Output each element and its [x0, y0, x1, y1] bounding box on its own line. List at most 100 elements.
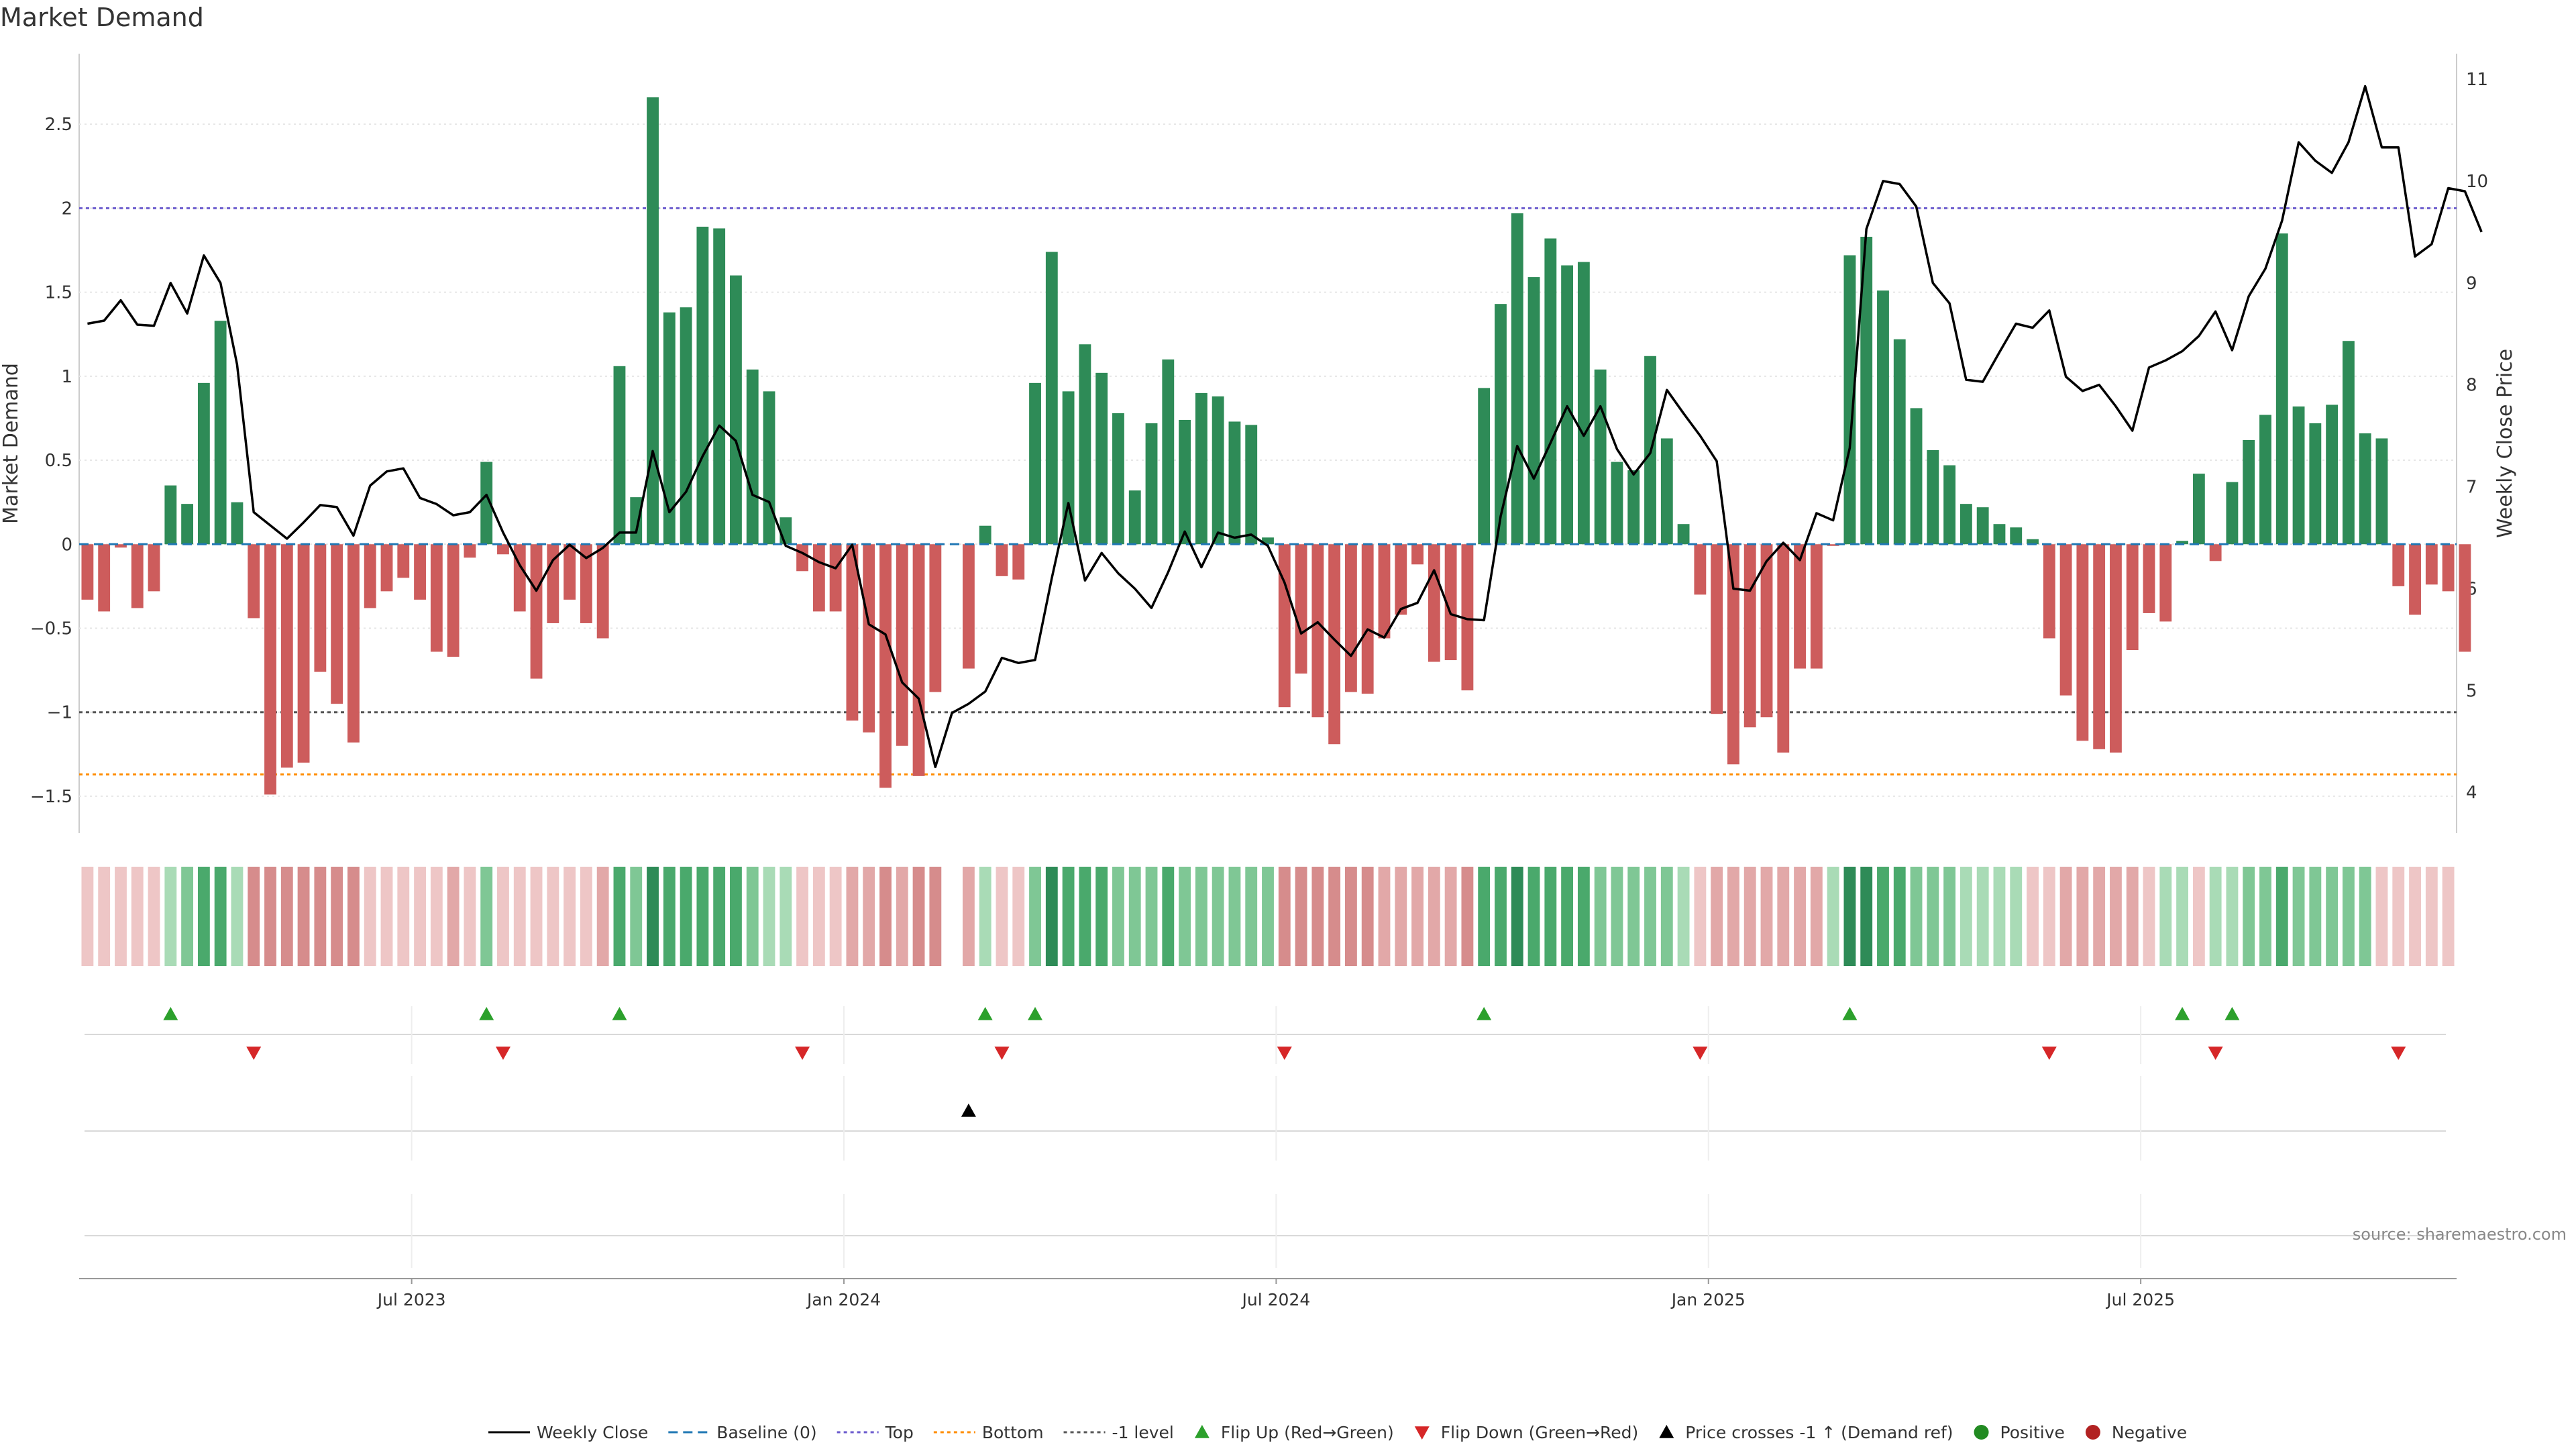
demand-bar-negative [1361, 544, 1374, 694]
demand-strip-cell [1045, 867, 1058, 966]
demand-strip-cell [2342, 867, 2355, 966]
demand-bar-positive [1927, 450, 1939, 545]
demand-strip-cell [214, 867, 227, 966]
demand-bar-positive [1195, 392, 1208, 545]
demand-strip-cell [730, 867, 742, 966]
demand-bar-positive [2275, 233, 2288, 545]
y2-tick-label: 7 [2466, 478, 2477, 498]
demand-strip-cell [1062, 867, 1075, 966]
demand-strip-cell [2159, 867, 2172, 966]
demand-bar-negative [2093, 544, 2106, 749]
legend-swatch [1974, 1425, 1989, 1440]
demand-strip-cell [929, 867, 942, 966]
y2-axis-label: Weekly Close Price [2493, 349, 2517, 538]
demand-bar-negative [929, 544, 942, 692]
demand-bar-positive [2359, 433, 2371, 545]
demand-strip-cell [2243, 867, 2255, 966]
demand-strip-cell [1511, 867, 1523, 966]
flip-down-marker [2208, 1046, 2223, 1060]
flip-up-marker [977, 1007, 993, 1020]
demand-bar-positive [1594, 369, 1607, 545]
demand-bar-negative [1428, 544, 1440, 662]
demand-strip-cell [696, 867, 709, 966]
demand-bar-positive [2309, 423, 2322, 545]
flip-down-marker [994, 1046, 1010, 1060]
demand-bar-positive [1910, 408, 1923, 545]
source-credit: source: sharemaestro.com [2352, 1225, 2567, 1244]
demand-strip-cell [1727, 867, 1739, 966]
demand-bar-positive [2192, 474, 2205, 545]
demand-strip-cell [248, 867, 260, 966]
demand-strip-cell [1660, 867, 1673, 966]
demand-strip-cell [2375, 867, 2388, 966]
flip-down-marker [1693, 1046, 1708, 1060]
demand-bar-positive [1577, 262, 1590, 545]
demand-strip-cell [829, 867, 842, 966]
y-tick-label: −1 [47, 703, 72, 723]
demand-bar-positive [214, 321, 227, 545]
demand-bar-positive [2243, 439, 2255, 545]
demand-strip-cell [1344, 867, 1357, 966]
legend-label: -1 level [1112, 1423, 1174, 1442]
demand-bar-negative [2409, 544, 2421, 615]
demand-strip-cell [347, 867, 360, 966]
demand-strip-cell [231, 867, 244, 966]
demand-strip-cell [1943, 867, 1956, 966]
flip-down-marker [2391, 1046, 2406, 1060]
demand-strip-cell [962, 867, 975, 966]
demand-bar-negative [1760, 544, 1773, 718]
demand-strip-cell [1711, 867, 1723, 966]
demand-strip-cell [1478, 867, 1491, 966]
demand-strip-cell [331, 867, 343, 966]
demand-bar-negative [414, 544, 426, 600]
demand-strip-cell [1577, 867, 1590, 966]
flip-up-marker [2175, 1007, 2190, 1020]
demand-strip-cell [1029, 867, 1041, 966]
demand-strip-cell [1395, 867, 1407, 966]
demand-bar-negative [1810, 544, 1823, 669]
demand-strip-cell [2093, 867, 2106, 966]
demand-bar-positive [1677, 524, 1690, 545]
demand-strip-cell [364, 867, 376, 966]
demand-strip-cell [1810, 867, 1823, 966]
demand-strip-cell [1860, 867, 1873, 966]
demand-bar-negative [1711, 544, 1723, 714]
legend-label: Baseline (0) [716, 1423, 816, 1442]
demand-strip-cell [1278, 867, 1291, 966]
demand-bar-positive [1145, 423, 1158, 545]
y-tick-label: 0 [61, 535, 72, 555]
demand-bar-positive [713, 228, 726, 545]
demand-strip-cell [2209, 867, 2222, 966]
demand-strip-cell [397, 867, 410, 966]
demand-strip-cell [447, 867, 460, 966]
demand-strip-cell [596, 867, 609, 966]
demand-bar-negative [131, 544, 144, 608]
demand-bar-positive [647, 97, 659, 545]
demand-strip-cell [1128, 867, 1141, 966]
demand-bar-positive [1960, 504, 1972, 545]
demand-bar-negative [2043, 544, 2055, 639]
demand-bar-positive [979, 525, 991, 545]
demand-strip-cell [1311, 867, 1324, 966]
demand-strip-cell [1561, 867, 1574, 966]
demand-strip-cell [2143, 867, 2155, 966]
demand-bar-positive [1062, 391, 1075, 545]
demand-bar-negative [347, 544, 360, 743]
demand-bar-positive [2375, 438, 2388, 545]
demand-bar-positive [2176, 541, 2188, 545]
legend-swatch [1414, 1426, 1430, 1440]
demand-strip-cell [1927, 867, 1939, 966]
demand-bar-negative [81, 544, 94, 600]
flip-up-marker [2224, 1007, 2240, 1020]
x-tick-label: Jul 2024 [1241, 1290, 1311, 1309]
demand-strip-cell [1993, 867, 2006, 966]
demand-strip-cell [863, 867, 875, 966]
demand-bar-positive [1511, 213, 1523, 545]
demand-bar-positive [181, 504, 194, 545]
demand-strip-cell [1760, 867, 1773, 966]
demand-bar-positive [780, 517, 792, 545]
demand-strip-cell [2259, 867, 2271, 966]
demand-strip-cell [1495, 867, 1507, 966]
demand-bar-negative [264, 544, 276, 795]
demand-strip-cell [2359, 867, 2371, 966]
